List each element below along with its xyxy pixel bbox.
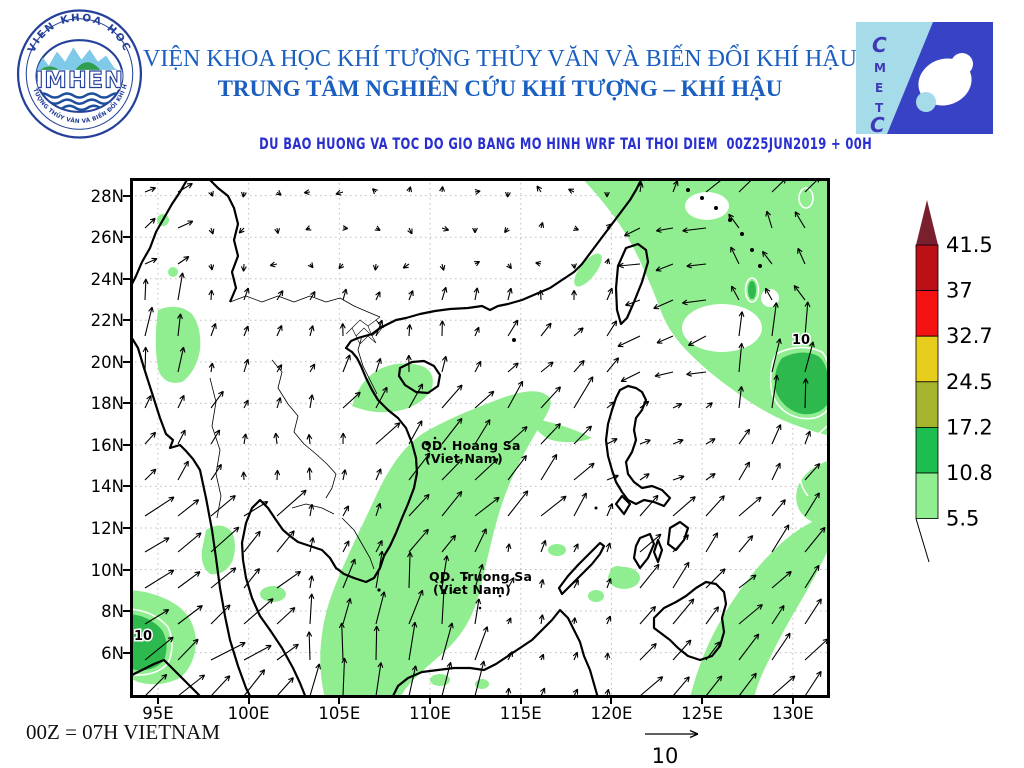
lon-tick-label: 110E [409,704,451,723]
map-labels: QD. Hoang Sa (Viet Nam) QD. Truong Sa (V… [133,332,812,646]
lat-tick-label: 12N [90,518,124,538]
legend-segment [915,472,939,519]
small-islands [377,188,762,610]
wind-arrow-paths [142,178,829,697]
cmetc-logo-s-top [951,53,973,75]
lon-tick-label: 105E [318,704,361,723]
legend-value-label: 10.8 [946,461,993,485]
institute-name: VIỆN KHOA HỌC KHÍ TƯỢNG THỦY VĂN VÀ BIẾN… [143,46,857,72]
legend-value-label: 32.7 [946,324,993,348]
lat-tick-label: 14N [90,477,124,497]
lon-tick-label: 125E [681,704,724,723]
lat-tick-mark [123,610,130,613]
lat-tick-mark [123,402,130,405]
legend-segment [915,426,939,474]
forecast-subtitle: DU BAO HUONG VA TOC DO GIO BANG MO HINH … [259,134,873,153]
lon-tick-label: 120E [590,704,633,723]
lat-tick-label: 10N [90,560,124,580]
cmetc-letter-c1: C [872,33,887,57]
contour-label-southwest: 10 [134,629,152,644]
legend-value-label: 41.5 [946,233,993,257]
truong-sa-label-2: (Viet Nam) [433,582,511,597]
lon-tick-mark [156,697,159,704]
cmetc-letters: C M E T C [870,33,887,134]
imhen-logo: VIEN KHOA HOC KHÍ TƯỢNG THỦY VĂN VÀ BIẾN… [16,8,143,139]
legend-value-label: 17.2 [946,415,993,439]
lat-tick-mark [123,236,130,239]
lat-tick-label: 18N [90,394,124,414]
wind-speed-shading-dark [130,281,830,671]
lon-tick-mark [247,697,250,704]
lat-tick-mark [123,277,130,280]
lat-tick-label: 8N [101,602,124,622]
lat-tick-label: 16N [90,435,124,455]
lat-tick-label: 22N [90,311,124,331]
legend-value-label: 24.5 [946,370,993,394]
center-name: TRUNG TÂM NGHIÊN CỨU KHÍ TƯỢNG – KHÍ HẬU [217,76,783,101]
lat-tick-label: 28N [90,186,124,206]
cmetc-logo-s-bottom [916,92,936,112]
lon-tick-mark [519,697,522,704]
legend-segment [915,335,939,383]
reference-arrow-glyph [645,729,699,739]
lat-tick-label: 24N [90,269,124,289]
imhen-logo-inner-ring [25,18,134,130]
coastlines [130,178,762,698]
lat-tick-mark [123,651,130,654]
lon-tick-mark [429,697,432,704]
legend-value-label: 5.5 [946,507,979,531]
lon-tick-label: 130E [771,704,814,723]
lat-tick-mark [123,526,130,529]
imhen-logo-picture: IMHEN [35,47,124,112]
lon-tick-mark [701,697,704,704]
lat-tick-mark [123,319,130,322]
lat-tick-label: 20N [90,352,124,372]
hoang-sa-label: QD. Hoang Sa [421,438,521,453]
white-contours [130,187,830,676]
lat-tick-mark [123,485,130,488]
reference-arrow: 10 [645,729,699,768]
hoang-sa-label-2: (Viet Nam) [425,451,503,466]
lon-tick-mark [610,697,613,704]
country-borders [209,295,381,570]
cmetc-letter-c2: C [870,113,885,134]
timezone-note: 00Z = 07H VIETNAM [26,720,221,744]
province-boundaries [345,316,385,345]
lon-tick-label: 115E [499,704,542,723]
legend-value-label: 37 [946,279,973,303]
forecast-subtitle-row: DU BAO HUONG VA TOC DO GIO BANG MO HINH … [140,134,872,153]
legend-segment [915,381,939,428]
reference-arrow-value: 10 [652,744,679,768]
truong-sa-label: QD. Truong Sa [429,569,532,584]
header-titles: VIỆN KHOA HỌC KHÍ TƯỢNG THỦY VĂN VÀ BIẾN… [140,46,860,102]
cmetc-letter-t: T [875,101,884,115]
wind-forecast-map: QD. Hoang Sa (Viet Nam) QD. Truong Sa (V… [130,178,830,698]
lat-tick-label: 6N [101,643,124,663]
wind-speed-legend: 41.5 37 32.7 24.5 17.2 10.8 5.5 [915,200,993,563]
lon-tick-mark [791,697,794,704]
imhen-wordmark: IMHEN [35,67,124,93]
legend-tail [915,518,930,563]
cmetc-letter-m: M [874,61,886,75]
map-frame [130,178,830,698]
lon-tick-label: 100E [227,704,270,723]
lon-tick-mark [338,697,341,704]
cmetc-letter-e: E [875,81,883,95]
lat-tick-label: 26N [90,228,124,248]
imhen-text-band [36,69,123,90]
wind-arrows [142,178,829,697]
lat-tick-mark [123,194,130,197]
legend-segment [915,290,939,337]
lon-tick-label: 95E [142,704,174,723]
lat-tick-mark [123,568,130,571]
cmetc-logo: C M E T C [856,22,993,134]
lat-tick-mark [123,360,130,363]
lat-tick-mark [123,443,130,446]
contour-label-northeast: 10 [792,333,810,348]
legend-segment [915,244,939,291]
legend-arrow-cap [916,200,938,245]
